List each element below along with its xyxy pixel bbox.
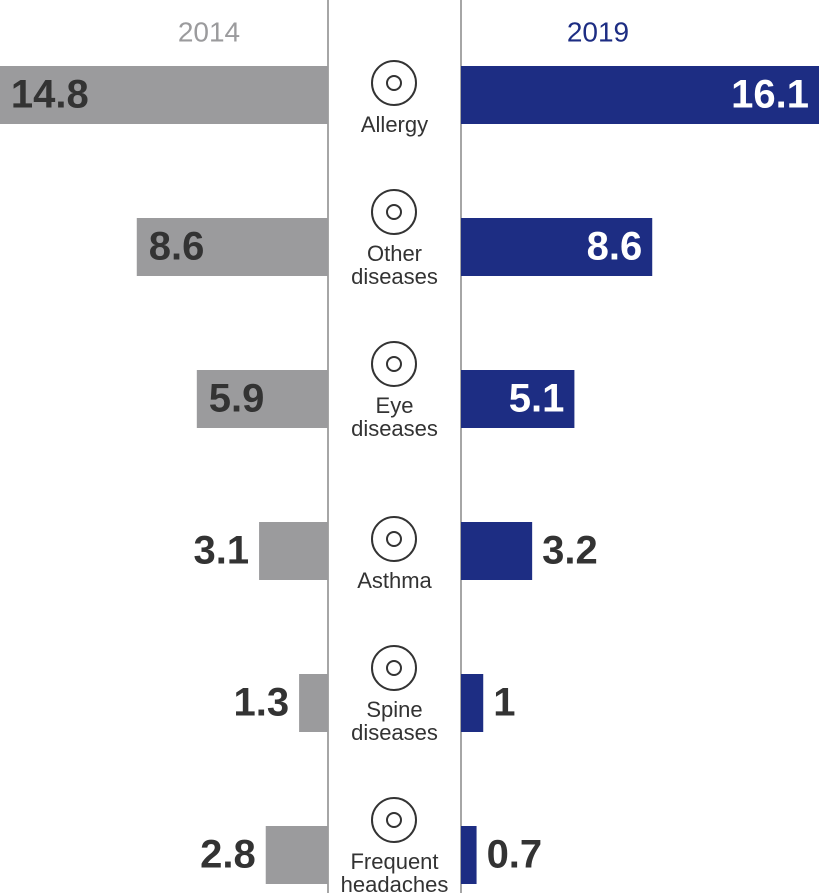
icon (372, 798, 416, 842)
category-label: Frequent headaches (335, 850, 455, 893)
icon (372, 190, 416, 234)
icon (372, 342, 416, 386)
icon (387, 357, 401, 371)
icon (387, 661, 401, 675)
icon (387, 813, 401, 827)
value-label: 0.7 (487, 833, 543, 877)
icon (372, 61, 416, 105)
bar (461, 826, 477, 884)
category-label: Spine diseases (335, 698, 455, 744)
bar (299, 674, 328, 732)
category-label: Eye diseases (335, 394, 455, 440)
value-label: 1.3 (233, 681, 289, 725)
category-label: Allergy (335, 113, 455, 136)
value-label: 16.1 (731, 73, 809, 117)
icon (387, 76, 401, 90)
bar (461, 674, 483, 732)
value-label: 5.9 (209, 377, 265, 421)
value-label: 1 (493, 681, 515, 725)
value-label: 3.2 (542, 529, 598, 573)
value-label: 14.8 (11, 73, 89, 117)
icon (372, 646, 416, 690)
icon (372, 517, 416, 561)
value-label: 2.8 (200, 833, 256, 877)
category-label: Asthma (335, 569, 455, 592)
value-label: 8.6 (149, 225, 205, 269)
value-label: 3.1 (193, 529, 249, 573)
bar (266, 826, 328, 884)
value-label: 8.6 (587, 225, 643, 269)
chart: 2014 2019 14.8 16.1 8.6 8.6 5.9 5.1 3.1 3.2 1.3 1 2.… (0, 0, 819, 893)
bar (461, 522, 532, 580)
category-label: Other diseases (335, 242, 455, 288)
bar (259, 522, 328, 580)
icon (387, 205, 401, 219)
icon (387, 532, 401, 546)
legend-label: 2019 (567, 16, 629, 47)
legend-label: 2014 (178, 16, 240, 47)
value-label: 5.1 (509, 377, 565, 421)
